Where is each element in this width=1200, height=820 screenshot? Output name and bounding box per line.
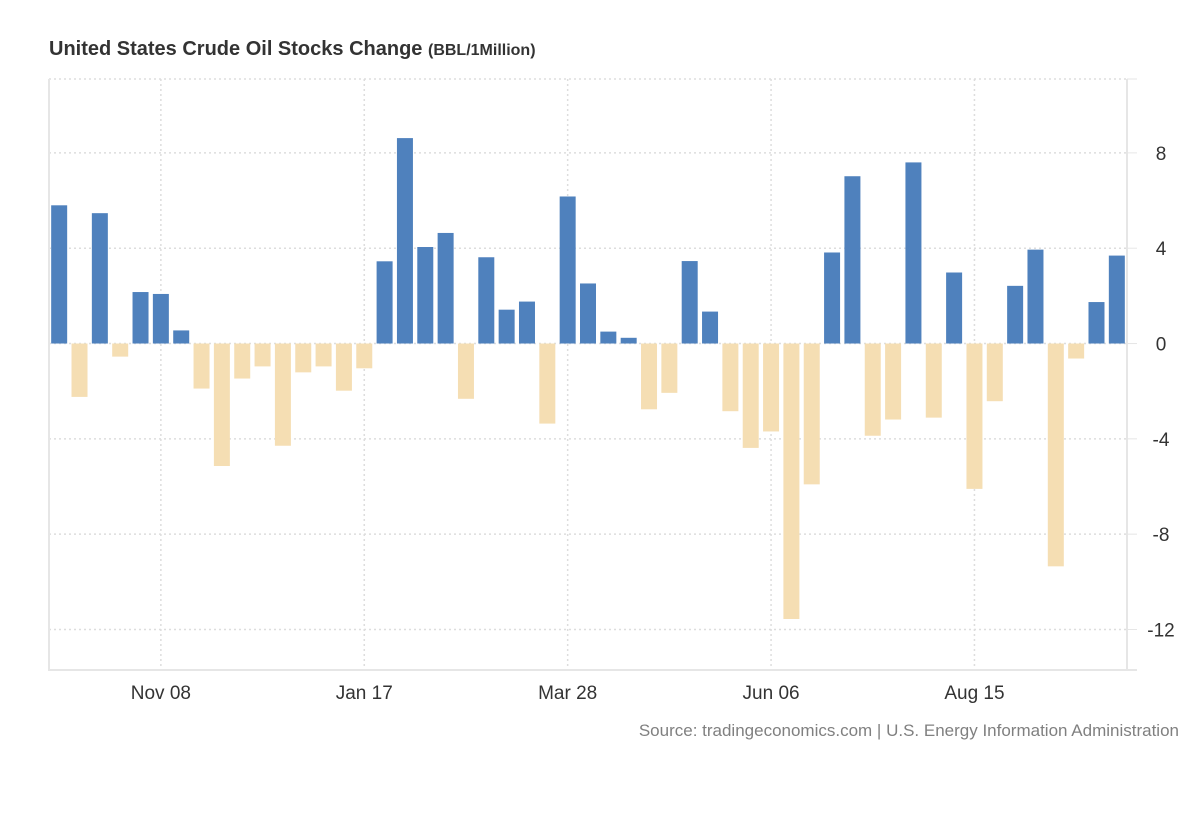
y-tick-label: -4 bbox=[1153, 430, 1170, 451]
bar-positive bbox=[824, 252, 841, 344]
bar-positive bbox=[437, 232, 454, 344]
bar-negative bbox=[641, 343, 658, 410]
bar-negative bbox=[783, 343, 800, 620]
gridlines bbox=[49, 78, 1127, 670]
bar-positive bbox=[1007, 285, 1024, 344]
bar-positive bbox=[376, 261, 393, 344]
bar-positive bbox=[905, 162, 922, 344]
x-tick-label: Mar 28 bbox=[538, 683, 597, 704]
bar-negative bbox=[986, 343, 1003, 402]
bar-negative bbox=[193, 343, 210, 389]
bar-negative bbox=[661, 343, 678, 393]
bar-positive bbox=[844, 176, 861, 344]
bar-positive bbox=[478, 257, 495, 344]
bar-negative bbox=[722, 343, 739, 412]
y-tick-label: 8 bbox=[1156, 144, 1167, 165]
y-tick-label: 0 bbox=[1156, 335, 1167, 356]
bar-positive bbox=[91, 213, 108, 344]
bar-negative bbox=[539, 343, 556, 424]
bar-negative bbox=[213, 343, 230, 467]
bar-positive bbox=[396, 138, 413, 344]
bar-negative bbox=[356, 343, 373, 369]
bar-positive bbox=[702, 311, 719, 344]
bar-negative bbox=[112, 343, 129, 357]
bar-negative bbox=[803, 343, 820, 485]
bar-negative bbox=[274, 343, 291, 446]
bar-negative bbox=[335, 343, 352, 391]
source-note: Source: tradingeconomics.com | U.S. Ener… bbox=[638, 721, 1179, 740]
bar-positive bbox=[152, 293, 169, 344]
bar-positive bbox=[559, 196, 576, 344]
axes bbox=[48, 78, 1137, 671]
chart-title-main: United States Crude Oil Stocks Change bbox=[49, 38, 423, 60]
bar-negative bbox=[742, 343, 759, 448]
bar-positive bbox=[132, 292, 149, 344]
bar-positive bbox=[173, 330, 190, 344]
bar-negative bbox=[234, 343, 251, 379]
x-tick-label: Jun 06 bbox=[743, 683, 800, 704]
y-axis-ticks: 8 4 0 -4 -8 -12 bbox=[1127, 144, 1175, 641]
bar-positive bbox=[600, 331, 617, 344]
bar-negative bbox=[1047, 343, 1064, 567]
bar-negative bbox=[71, 343, 88, 397]
bar-positive bbox=[1027, 249, 1044, 344]
y-tick-label: -12 bbox=[1147, 620, 1174, 641]
bar-negative bbox=[885, 343, 902, 420]
bar-positive bbox=[580, 283, 596, 344]
bar-positive bbox=[51, 205, 68, 344]
bar-positive bbox=[620, 337, 637, 344]
chart-title-unit: (BBL/1Million) bbox=[427, 42, 536, 59]
bar-positive bbox=[681, 261, 698, 344]
bar-positive bbox=[417, 247, 434, 344]
x-tick-label: Nov 08 bbox=[131, 683, 191, 704]
x-tick-label: Aug 15 bbox=[944, 683, 1004, 704]
bar-positive bbox=[1088, 302, 1105, 344]
bar-positive bbox=[946, 272, 963, 344]
bar-negative bbox=[1068, 343, 1085, 359]
bar-positive bbox=[498, 309, 515, 344]
y-tick-label: 4 bbox=[1156, 239, 1167, 260]
bar-positive bbox=[518, 301, 535, 344]
bar-negative bbox=[925, 343, 942, 418]
bar-negative bbox=[763, 343, 780, 432]
bar-negative bbox=[315, 343, 332, 367]
bar-negative bbox=[254, 343, 271, 367]
chart-title: United States Crude Oil Stocks Change (B… bbox=[49, 38, 536, 61]
x-axis-ticks: Nov 08 Jan 17 Mar 28 Jun 06 Aug 15 bbox=[131, 683, 1005, 704]
bar-negative bbox=[966, 343, 983, 489]
y-tick-label: -8 bbox=[1153, 525, 1170, 546]
bars bbox=[51, 138, 1125, 620]
bar-negative bbox=[295, 343, 312, 373]
x-tick-label: Jan 17 bbox=[336, 683, 393, 704]
bar-negative bbox=[864, 343, 881, 436]
bar-negative bbox=[457, 343, 474, 399]
bar-positive bbox=[1108, 255, 1125, 344]
